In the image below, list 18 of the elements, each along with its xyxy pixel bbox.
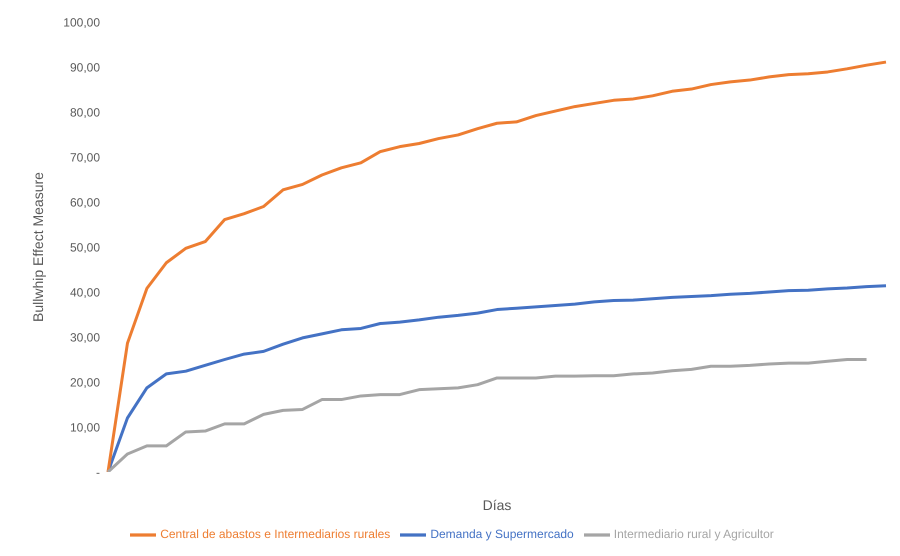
y-tick-label: 90,00	[70, 60, 100, 74]
legend-label: Intermediario rural y Agricultor	[614, 527, 774, 542]
y-tick-label: 80,00	[70, 105, 100, 120]
y-tick-label: 100,00	[63, 15, 100, 30]
y-tick-label: 70,00	[70, 150, 100, 164]
y-tick-label: -	[96, 465, 100, 480]
legend-label: Central de abastos e Intermediarios rurales	[160, 527, 390, 542]
line-series	[106, 358, 868, 472]
line-series	[106, 60, 888, 472]
legend-label: Demanda y Supermercado	[430, 527, 574, 542]
y-tick-label: 10,00	[70, 420, 100, 434]
x-axis-title: Días	[482, 497, 512, 513]
y-tick-label: 60,00	[70, 195, 100, 210]
y-tick-label: 40,00	[70, 285, 100, 300]
y-axis-title: Bullwhip Effect Measure	[30, 172, 46, 322]
y-tick-label: 20,00	[70, 375, 100, 390]
y-tick-label: 30,00	[70, 330, 100, 344]
y-tick-label: 50,00	[70, 240, 100, 254]
